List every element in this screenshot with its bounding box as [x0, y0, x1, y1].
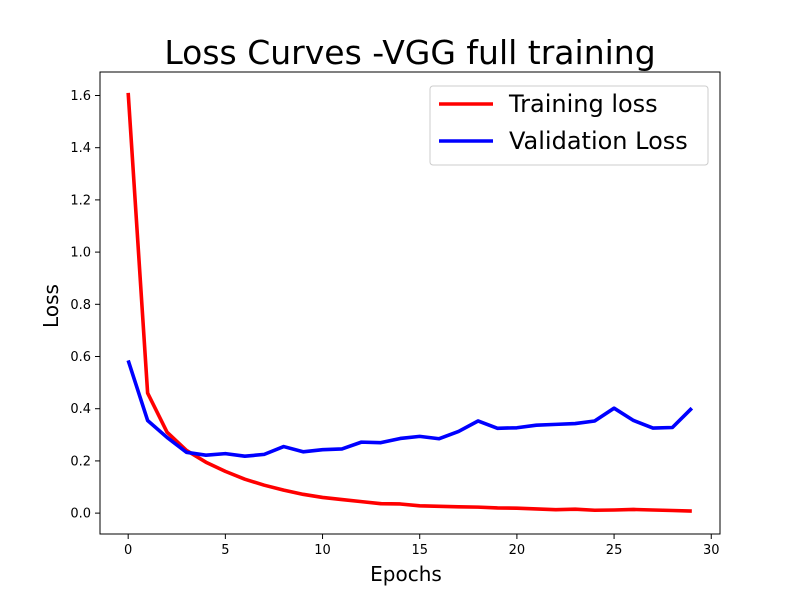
y-tick-label: 0.8: [70, 298, 91, 313]
y-tick-label: 0.4: [70, 402, 91, 417]
series-line-validation-loss: [126, 359, 694, 459]
y-tick-label: 0.6: [70, 350, 91, 365]
legend-box: [429, 85, 709, 166]
legend-label-validation-loss: Validation Loss: [509, 127, 688, 155]
y-tick-label: 1.2: [70, 193, 91, 208]
axes-frame: [99, 71, 721, 535]
legend: Training loss Validation Loss: [429, 85, 709, 166]
y-tick-label: 1.6: [70, 89, 91, 104]
x-tick-label: 25: [606, 543, 623, 558]
y-tick-label: 0.2: [70, 454, 91, 469]
x-axis-label: Epochs: [370, 562, 442, 586]
y-axis-label: Loss: [39, 284, 63, 328]
chart-title: Loss Curves -VGG full training: [164, 33, 655, 72]
x-tick-label: 0: [124, 543, 132, 558]
y-tick-label: 1.0: [70, 246, 91, 261]
y-tick-label: 1.4: [70, 141, 91, 156]
x-tick-label: 5: [221, 543, 229, 558]
x-tick-label: 30: [703, 543, 720, 558]
series-line-training-loss: [126, 92, 692, 513]
x-tick-label: 10: [314, 543, 331, 558]
y-tick-label: 0.0: [70, 507, 91, 522]
series-layer: [126, 92, 694, 513]
x-tick-label: 20: [509, 543, 526, 558]
legend-label-training-loss: Training loss: [508, 90, 658, 118]
axes-layer: 0 5 10 15 20 25 30 0.0 0.2 0.4 0.6 0.8 1.0 1.2 1.4 1.6: [70, 71, 721, 558]
x-tick-label: 15: [411, 543, 428, 558]
